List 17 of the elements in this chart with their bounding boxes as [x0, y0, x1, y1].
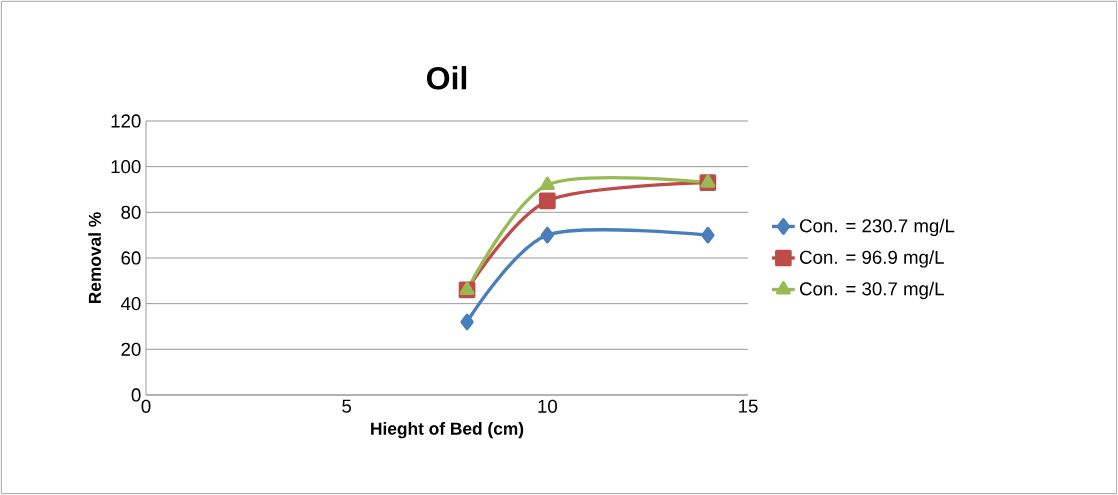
- y-tick-label: 80: [121, 205, 141, 219]
- y-tick-label: 20: [121, 342, 141, 356]
- chart-title: Oil: [426, 66, 467, 90]
- y-tick-label: 100: [111, 160, 141, 174]
- y-tick-label: 120: [111, 114, 141, 128]
- x-tick-label: 5: [342, 399, 352, 413]
- legend-label: Con. = 30.7 mg/L: [800, 281, 944, 300]
- y-tick-label: 0: [131, 388, 141, 402]
- x-tick-label: 15: [739, 399, 758, 413]
- x-tick-label: 0: [141, 399, 151, 413]
- x-axis-title: Hieght of Bed (cm): [371, 422, 524, 439]
- y-tick-label: 40: [120, 297, 141, 311]
- y-tick-label: 60: [121, 251, 141, 265]
- x-tick-label: 10: [538, 399, 557, 413]
- legend-label: Con. = 230.7 mg/L: [800, 218, 955, 237]
- legend-label: Con. = 96.9 mg/L: [800, 250, 944, 268]
- y-axis-title: Removal %: [88, 212, 101, 304]
